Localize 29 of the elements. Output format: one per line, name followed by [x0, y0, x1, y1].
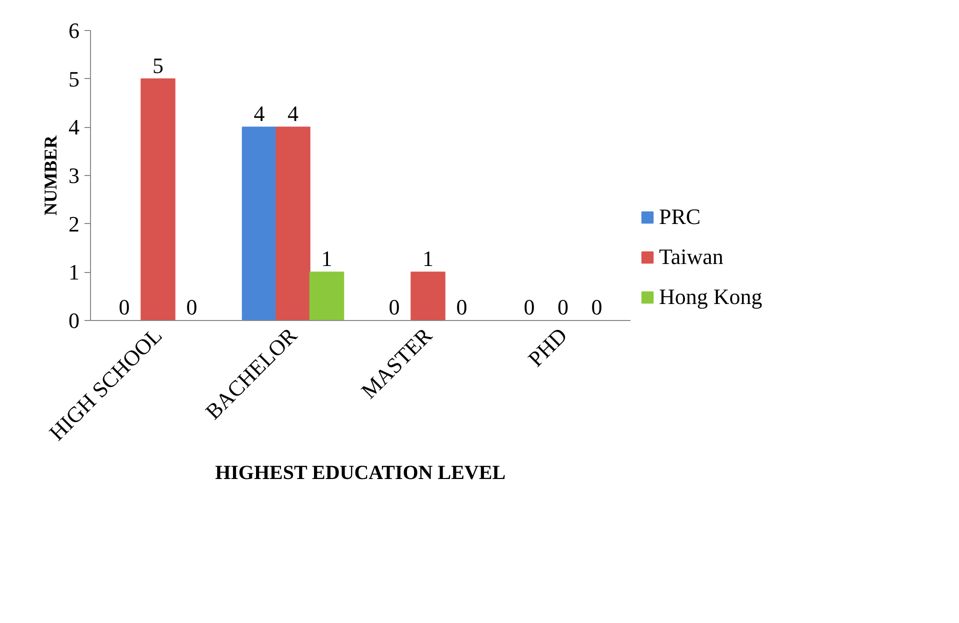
legend-label: Hong Kong: [659, 284, 762, 310]
y-tick-label: 1: [68, 260, 80, 285]
data-label: 4: [254, 101, 265, 126]
y-tick-label: 5: [68, 66, 80, 92]
data-label: 0: [186, 294, 198, 320]
bar: [140, 78, 176, 320]
y-tick-label: 3: [68, 163, 80, 188]
y-tick-label: 0: [68, 308, 80, 333]
x-axis-title: HIGHEST EDUCATION LEVEL: [215, 462, 506, 484]
data-label: 1: [321, 246, 332, 272]
data-label: 5: [152, 52, 164, 78]
y-tick-label: 4: [68, 114, 80, 140]
data-label: 0: [591, 294, 602, 320]
data-label: 0: [388, 294, 400, 320]
data-label: 0: [456, 294, 468, 320]
legend-label: PRC: [659, 204, 701, 230]
data-label: 1: [422, 246, 434, 272]
y-tick-label: 2: [68, 211, 80, 236]
legend-label: Taiwan: [659, 244, 724, 270]
bar: [309, 272, 344, 320]
bar: [276, 126, 310, 320]
data-label: 4: [288, 101, 298, 126]
y-axis-title: NUMBER: [40, 134, 60, 216]
data-label: 0: [524, 294, 535, 320]
data-label: 0: [558, 294, 568, 320]
bar: [242, 126, 277, 320]
bar: [410, 272, 446, 320]
data-label: 0: [118, 294, 130, 320]
y-tick-label: 6: [68, 18, 80, 43]
